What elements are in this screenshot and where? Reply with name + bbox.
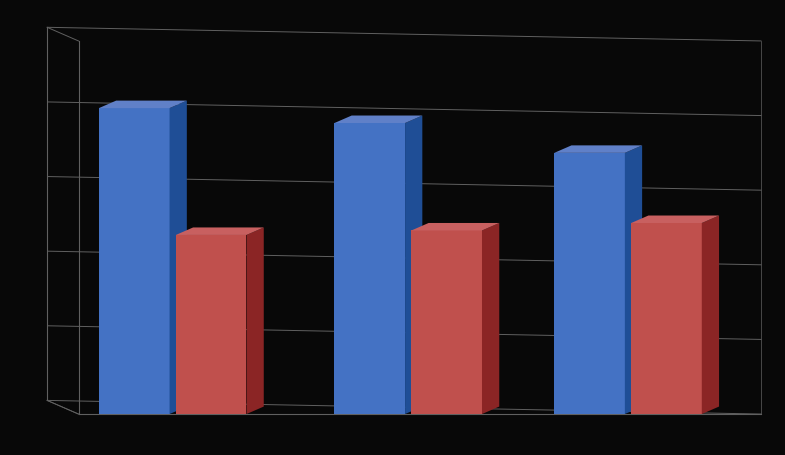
Polygon shape xyxy=(99,108,170,414)
Polygon shape xyxy=(176,228,264,235)
Polygon shape xyxy=(176,235,246,414)
Polygon shape xyxy=(99,101,187,108)
Polygon shape xyxy=(631,216,719,223)
Polygon shape xyxy=(246,228,264,414)
Polygon shape xyxy=(631,223,702,414)
Polygon shape xyxy=(334,123,405,414)
Polygon shape xyxy=(554,146,642,153)
Polygon shape xyxy=(334,116,422,123)
Polygon shape xyxy=(411,223,499,231)
Polygon shape xyxy=(170,101,187,414)
Polygon shape xyxy=(625,146,642,414)
Polygon shape xyxy=(482,223,499,414)
Polygon shape xyxy=(411,231,482,414)
Polygon shape xyxy=(405,116,422,414)
Polygon shape xyxy=(702,216,719,414)
Polygon shape xyxy=(554,153,625,414)
